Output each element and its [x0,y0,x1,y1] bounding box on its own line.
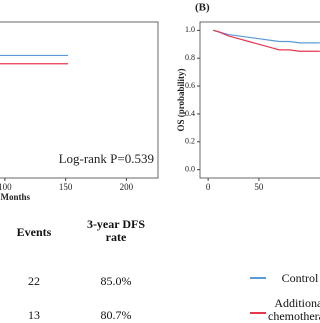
x-tick-label: 0 [206,182,211,192]
legend-label: Control [281,271,319,285]
panel-label: (B) [195,2,210,14]
plot-frame [199,21,320,179]
y-tick-label: 0.6 [185,81,195,90]
table-header: Events [16,225,52,239]
series-line [213,29,320,44]
table-cell: 85.0% [100,274,132,288]
charts: 100 150 200 Months Log-rank P=0.539 0 50 0.0 0.2… [0,2,320,202]
y-tick-label: 0.4 [185,109,195,118]
table-cell: 80.7% [100,308,132,322]
table-header: 3-year DFS rate [86,217,146,244]
series-line [213,29,320,52]
table-cell: 13 [28,308,40,322]
y-tick-label: 1.0 [185,25,195,34]
y-tick-label: 0.2 [185,137,195,146]
x-axis-title: Months [0,192,30,202]
plot-frame [0,21,159,179]
y-tick-label: 0.8 [185,53,195,62]
x-tick-label: 50 [254,182,264,192]
annotation: Log-rank P=0.539 [59,151,154,166]
x-tick-label: 100 [0,182,12,192]
table-cell: 22 [28,274,40,288]
x-tick-label: 150 [59,182,73,192]
y-tick-label: 0.0 [185,164,195,173]
legend-label: Additional chemotherapy [268,296,320,323]
legend-swatch [250,277,266,279]
legend-swatch [250,312,266,314]
x-tick-label: 200 [120,182,134,192]
y-axis-title: OS (probability) [176,68,186,131]
